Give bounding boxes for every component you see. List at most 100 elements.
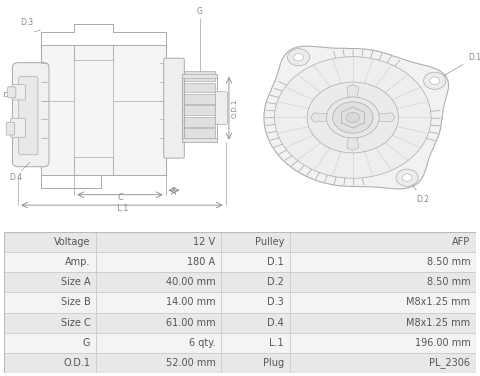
Bar [96,272,221,293]
Text: D.1: D.1 [437,53,480,79]
Circle shape [402,174,412,181]
Circle shape [396,169,418,186]
Bar [289,293,476,312]
FancyBboxPatch shape [6,122,14,135]
Text: L.1: L.1 [269,338,284,348]
Bar [221,293,289,312]
Text: G: G [197,7,203,16]
Circle shape [275,57,431,178]
Bar [96,333,221,353]
Bar [221,333,289,353]
Text: Amp.: Amp. [65,257,90,267]
Circle shape [294,53,303,61]
Text: 61.00 mm: 61.00 mm [166,318,216,327]
Text: Size B: Size B [60,297,90,308]
Text: 12 V: 12 V [193,237,216,247]
Polygon shape [264,46,448,189]
Text: 180 A: 180 A [187,257,216,267]
Bar [289,252,476,272]
Bar [289,312,476,333]
Text: A: A [171,188,177,197]
Bar [221,312,289,333]
Bar [289,333,476,353]
Bar [221,272,289,293]
Text: Size A: Size A [60,277,90,287]
Text: D.4: D.4 [267,318,284,327]
Text: Pulley: Pulley [254,237,284,247]
Text: O.D.1: O.D.1 [63,358,90,368]
Bar [4,293,96,312]
Bar [289,353,476,373]
Polygon shape [311,113,344,122]
Bar [289,232,476,252]
Polygon shape [362,113,395,122]
Bar [4,312,476,333]
Bar [184,71,215,81]
Bar [182,74,217,143]
Bar [96,252,221,272]
Bar [4,272,96,293]
Bar [4,293,476,312]
Bar [4,252,96,272]
Text: PL_2306: PL_2306 [430,358,470,368]
Circle shape [346,112,360,123]
Bar [4,353,96,373]
Circle shape [424,72,446,89]
Bar [96,312,221,333]
Text: D.2: D.2 [408,180,430,204]
Bar [4,333,476,353]
Bar [221,232,289,252]
Text: 196.00 mm: 196.00 mm [415,338,470,348]
Text: 40.00 mm: 40.00 mm [166,277,216,287]
Bar [182,138,217,143]
Text: M8x1.25 mm: M8x1.25 mm [407,297,470,308]
Bar [4,333,96,353]
Text: D.2: D.2 [267,277,284,287]
Bar [184,83,215,92]
FancyBboxPatch shape [215,92,228,124]
Bar [4,353,476,373]
Circle shape [307,82,398,153]
Text: D.3: D.3 [267,297,284,308]
Text: D.1: D.1 [267,257,284,267]
FancyBboxPatch shape [19,76,38,155]
FancyBboxPatch shape [164,58,184,158]
Bar [4,232,476,252]
Bar [4,232,96,252]
FancyBboxPatch shape [12,85,25,100]
Polygon shape [347,85,359,111]
Text: G: G [83,338,90,348]
Circle shape [430,77,440,85]
Text: 14.00 mm: 14.00 mm [166,297,216,308]
Circle shape [326,97,379,138]
Text: AFP: AFP [452,237,470,247]
Bar [96,293,221,312]
Text: L.1: L.1 [116,204,128,213]
Text: Size C: Size C [60,318,90,327]
Bar [182,74,217,78]
Text: M8x1.25 mm: M8x1.25 mm [407,318,470,327]
Bar [41,45,166,175]
Text: 52.00 mm: 52.00 mm [166,358,216,368]
Text: Voltage: Voltage [54,237,90,247]
Text: O.D.1: O.D.1 [231,99,237,118]
Bar [4,312,96,333]
Text: 8.50 mm: 8.50 mm [427,257,470,267]
Polygon shape [347,124,359,150]
Bar [96,232,221,252]
Bar [96,353,221,373]
Bar [184,117,215,127]
Text: C: C [117,193,123,202]
Bar [4,272,476,293]
Bar [221,353,289,373]
Text: 8.50 mm: 8.50 mm [427,277,470,287]
Bar [184,128,215,138]
Bar [221,252,289,272]
FancyBboxPatch shape [12,63,49,167]
Text: 6 qty.: 6 qty. [189,338,216,348]
Circle shape [264,49,442,186]
Bar [184,105,215,115]
Circle shape [288,49,310,66]
FancyBboxPatch shape [11,118,25,137]
FancyBboxPatch shape [8,87,16,98]
